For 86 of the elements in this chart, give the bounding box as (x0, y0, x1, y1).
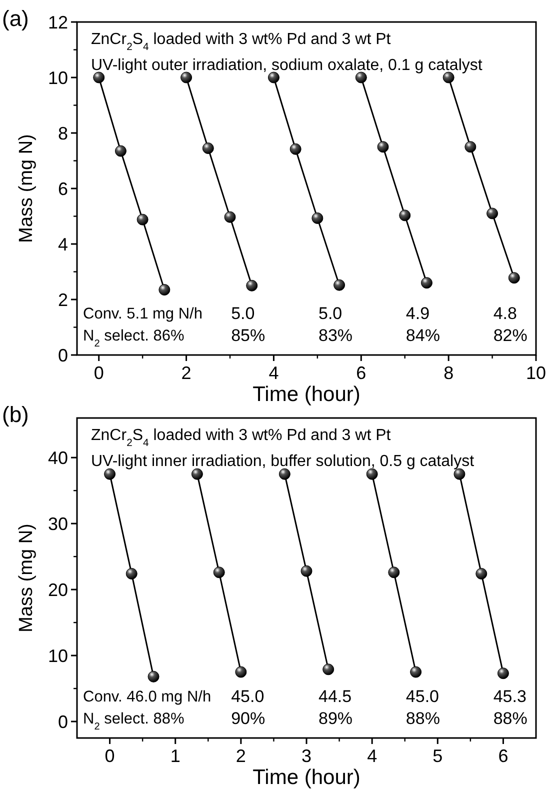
y-tick-label: 12 (48, 12, 68, 32)
x-tick-label: 2 (181, 363, 192, 383)
point (388, 566, 400, 578)
annotation: 5.0 (318, 304, 342, 323)
point (278, 468, 290, 480)
x-tick-label: 6 (356, 363, 366, 383)
x-axis-title: Time (hour) (252, 383, 360, 406)
point (290, 143, 302, 155)
point (486, 208, 498, 220)
y-axis-title: Mass (mg N) (16, 134, 37, 243)
point (224, 211, 236, 223)
annotation: 44.5 (318, 686, 352, 706)
annotation: 88% (406, 708, 440, 728)
y-tick-label: 30 (48, 514, 68, 534)
point (300, 565, 312, 577)
point (268, 72, 280, 84)
annotation: 45.0 (406, 686, 440, 706)
point (180, 72, 192, 84)
text: ZnCr$_{2}$S$_{4}$ loaded with 3 wt% Pd and 3 wt Pt (91, 427, 392, 448)
point (464, 141, 476, 153)
y-tick-label: 0 (58, 712, 68, 732)
y-tick-label: 4 (58, 234, 68, 254)
y-axis-title: Mass (mg N) (16, 524, 37, 632)
annotation: 85% (231, 326, 266, 345)
point (235, 666, 247, 678)
point (410, 666, 422, 678)
annotation: 89% (318, 708, 353, 728)
x-tick-label: 10 (526, 363, 546, 383)
y-tick-label: 2 (58, 290, 68, 310)
point (322, 664, 334, 676)
point (246, 280, 258, 292)
annotation: 82% (493, 326, 528, 345)
point (126, 568, 138, 580)
y-tick-label: 10 (48, 646, 68, 666)
annotation: 90% (231, 708, 266, 728)
annotation: Conv. 46.0 mg N/h (83, 688, 212, 706)
point (366, 468, 378, 480)
annotation: N$_{2}$ select. 88% (83, 710, 184, 732)
annotation: 45.0 (231, 686, 264, 706)
annotation: 45.3 (493, 686, 526, 706)
text: UV-light outer irradiation, sodium oxalate, 0.1 g catalyst (91, 57, 483, 74)
point (420, 277, 432, 289)
annotation: 4.9 (406, 304, 430, 323)
x-tick-label: 5 (432, 746, 443, 766)
point (114, 145, 126, 157)
y-tick-label: 0 (58, 345, 68, 366)
point (399, 210, 411, 222)
point (377, 141, 389, 153)
y-tick-label: 40 (48, 448, 68, 468)
point (334, 279, 346, 291)
annotation: 84% (406, 326, 440, 345)
x-tick-label: 3 (301, 746, 312, 766)
y-tick-label: 20 (48, 580, 68, 600)
point (476, 568, 488, 580)
annotation: 88% (493, 708, 528, 728)
annotation: 83% (318, 326, 353, 345)
annotation: N$_{2}$ select. 86% (83, 327, 184, 349)
y-tick-label: 8 (58, 123, 68, 144)
point (136, 214, 148, 226)
annotation: 5.0 (231, 304, 255, 323)
text: ZnCr$_{2}$S$_{4}$ loaded with 3 wt% Pd and 3 wt Pt (91, 31, 392, 52)
x-tick-label: 8 (444, 363, 454, 383)
annotation: Conv. 5.1 mg N/h (83, 305, 202, 322)
point (202, 142, 214, 154)
x-tick-label: 2 (236, 746, 246, 766)
point (191, 468, 203, 480)
point (497, 668, 509, 680)
point (312, 212, 324, 224)
x-tick-label: 4 (268, 363, 279, 383)
y-tick-label: 6 (58, 178, 68, 199)
x-tick-label: 4 (367, 746, 378, 766)
x-tick-label: 0 (94, 363, 104, 383)
x-tick-label: 6 (498, 746, 508, 766)
x-tick-label: 1 (170, 746, 180, 766)
text: (b) (2, 402, 29, 427)
annotation: 4.8 (493, 304, 517, 323)
x-axis-title: Time (hour) (252, 766, 360, 789)
x-tick-label: 0 (104, 746, 115, 766)
text: (a) (2, 6, 29, 31)
point (213, 566, 225, 578)
point (158, 284, 170, 296)
y-tick-label: 10 (48, 68, 68, 88)
point (148, 670, 160, 682)
point (508, 272, 520, 284)
point (355, 72, 367, 84)
text: UV-light inner irradiation, buffer solution, 0.5 g catalyst (91, 453, 475, 470)
